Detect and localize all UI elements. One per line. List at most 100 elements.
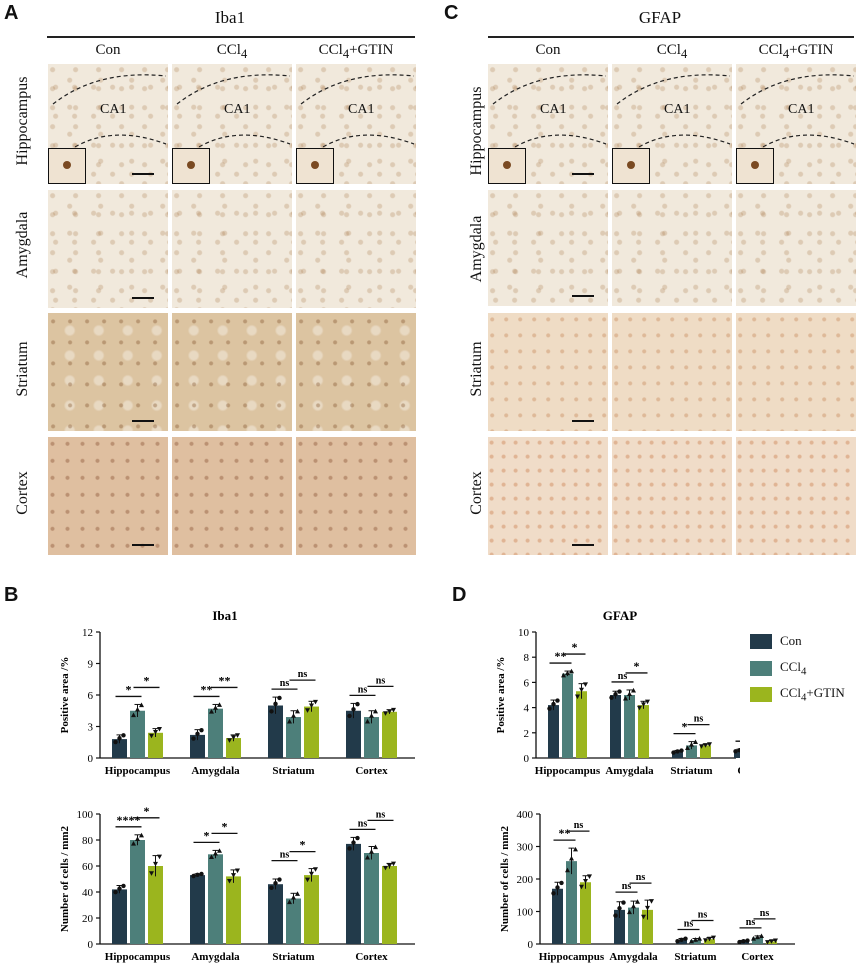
B-top-pt-1-2-0 bbox=[227, 738, 232, 743]
D-top-ytick-label-3: 6 bbox=[524, 677, 530, 689]
B-top-pt-1-1-0 bbox=[209, 708, 214, 714]
panel-c-scale-bar-3 bbox=[572, 420, 594, 422]
B-bottom-ytick-label-2: 40 bbox=[82, 887, 94, 899]
panel-a-tile-amygdala-3 bbox=[296, 190, 416, 308]
D-bottom-category-0: Hippocampus bbox=[539, 951, 605, 963]
panel-c-tile-cortex-3 bbox=[736, 437, 856, 555]
panel-c-tile-hippocampus-1: CA1 bbox=[488, 64, 608, 184]
D-top-pt-1-2-0 bbox=[637, 705, 642, 711]
panel-a-tile-amygdala-1 bbox=[48, 190, 168, 308]
panel-a-tile-cortex-2 bbox=[172, 437, 292, 555]
D-top-bar-3-0 bbox=[734, 750, 740, 758]
B-bottom-ytick-label-3: 60 bbox=[82, 861, 94, 873]
D-top-pt-1-0-2 bbox=[617, 689, 622, 694]
D-bottom-bar-2-2 bbox=[704, 939, 715, 944]
B-top-pt-2-0-1 bbox=[273, 701, 278, 707]
B-top-bar-0-1 bbox=[130, 710, 145, 758]
panel-c-ca1-label-2: CA1 bbox=[664, 102, 691, 117]
D-bottom-pt-1-2-2 bbox=[649, 899, 654, 904]
legend-swatch-con bbox=[750, 633, 772, 649]
B-bottom-pt-2-1-1 bbox=[291, 894, 296, 900]
D-bottom-bar-1-1 bbox=[628, 907, 639, 944]
B-bottom-sig-2-0: ns bbox=[280, 850, 290, 861]
panel-c-scale-bar-4 bbox=[572, 544, 594, 546]
D-bottom-pt-2-2-0 bbox=[703, 938, 708, 943]
panel-a-scale-bar-3 bbox=[132, 420, 154, 422]
B-top-bar-1-2 bbox=[226, 738, 241, 758]
B-bottom-pt-0-0-1 bbox=[117, 886, 122, 891]
D-bottom-pt-0-1-0 bbox=[565, 867, 570, 873]
B-bottom-pt-3-0-1 bbox=[351, 840, 356, 845]
B-top-pt-3-0-1 bbox=[351, 707, 356, 712]
panel-c-tile-cortex-2 bbox=[612, 437, 732, 555]
B-bottom-pt-3-2-1 bbox=[387, 863, 392, 869]
B-bottom-pt-2-1-0 bbox=[287, 899, 292, 905]
D-top-pt-1-0-0 bbox=[609, 695, 614, 700]
B-top-pt-2-1-2 bbox=[295, 708, 300, 714]
panel-c-col-con: Con bbox=[535, 42, 561, 58]
panel-c-tile-amygdala-3 bbox=[736, 190, 856, 306]
panel-a-row-hippocampus: Hippocampus bbox=[14, 76, 31, 166]
panel-a-tile-striatum-2 bbox=[172, 313, 292, 431]
D-top-ytick-label-2: 4 bbox=[524, 703, 530, 715]
panel-c-col-ccl4: CCl4 bbox=[656, 42, 688, 61]
panel-c-scale-bar-2 bbox=[572, 295, 594, 297]
D-bottom-pt-3-0-0 bbox=[737, 939, 742, 945]
B-top-bar-0-2 bbox=[148, 732, 163, 758]
D-top-sig-0-0: ** bbox=[555, 649, 567, 663]
panel-a-col-ccl4: CCl4 bbox=[216, 42, 248, 61]
B-bottom-bar-3-1 bbox=[364, 853, 379, 944]
D-bottom-ytick-label-4: 400 bbox=[517, 809, 534, 821]
panel-c-hippo-outline-2 bbox=[616, 74, 731, 165]
D-bottom-category-2: Striatum bbox=[674, 951, 716, 963]
D-top-pt-0-1-2 bbox=[569, 668, 574, 674]
B-top-sig-2-1: ns bbox=[298, 669, 308, 680]
B-bottom-pt-0-2-1 bbox=[153, 861, 158, 867]
B-bottom-category-3: Cortex bbox=[355, 951, 388, 963]
D-top-pt-2-0-0 bbox=[671, 750, 676, 755]
B-top-ytick-label-0: 0 bbox=[88, 753, 94, 765]
B-bottom-pt-1-2-2 bbox=[235, 868, 240, 874]
D-top-pt-1-1-2 bbox=[631, 687, 636, 693]
panel-c-scale-bar-1 bbox=[572, 173, 594, 175]
B-top-ytick-label-3: 9 bbox=[88, 659, 94, 671]
B-bottom-pt-1-2-1 bbox=[231, 873, 236, 878]
panel-a-hippo-outline-2 bbox=[176, 74, 291, 165]
B-top-ytick-label-2: 6 bbox=[88, 690, 94, 702]
panel-c-row-hippocampus: Hippocampus bbox=[468, 86, 485, 176]
B-bottom-pt-0-1-0 bbox=[131, 841, 136, 846]
panel-a-col-gtin: CCl4+GTIN bbox=[318, 42, 394, 61]
D-top-bar-1-0 bbox=[610, 695, 621, 758]
D-bottom-pt-0-0-1 bbox=[555, 885, 560, 890]
D-top-bar-1-1 bbox=[624, 695, 635, 758]
D-bottom-pt-2-2-1 bbox=[707, 936, 712, 942]
D-bottom-pt-0-2-2 bbox=[587, 874, 592, 879]
D-bottom-bar-0-1 bbox=[566, 861, 577, 944]
panel-c-tile-striatum-1 bbox=[488, 313, 608, 431]
panel-c-tile-hippocampus-3: CA1 bbox=[736, 64, 856, 184]
B-top-pt-2-2-1 bbox=[309, 703, 314, 709]
legend-item-gtin: CCl4+GTIN bbox=[750, 685, 845, 704]
B-bottom-pt-1-0-0 bbox=[191, 873, 196, 879]
B-top-bar-3-0 bbox=[346, 710, 361, 758]
D-top-pt-0-2-2 bbox=[583, 682, 588, 688]
D-bottom-bar-2-0 bbox=[676, 940, 687, 944]
D-bottom-pt-3-1-1 bbox=[755, 934, 760, 940]
B-bottom-pt-2-2-0 bbox=[305, 877, 310, 883]
B-bottom-pt-0-2-0 bbox=[149, 871, 154, 876]
panel-a-col-con: Con bbox=[95, 42, 121, 58]
B-top-pt-0-2-1 bbox=[153, 729, 158, 735]
B-top-bar-2-2 bbox=[304, 706, 319, 758]
D-bottom-pt-0-0-0 bbox=[551, 891, 556, 896]
B-top-pt-2-1-1 bbox=[291, 713, 296, 718]
B-bottom-bar-2-2 bbox=[304, 875, 319, 944]
B-bottom-pt-3-0-2 bbox=[355, 835, 360, 841]
B-top-pt-1-0-1 bbox=[195, 731, 200, 737]
B-bottom-sig-0-0: **** bbox=[117, 813, 141, 827]
B-top-category-3: Cortex bbox=[355, 765, 388, 777]
B-top-pt-1-2-2 bbox=[235, 733, 240, 738]
D-bottom-sig-1-0: ns bbox=[622, 881, 632, 892]
panel-c-inset-3 bbox=[736, 148, 774, 184]
